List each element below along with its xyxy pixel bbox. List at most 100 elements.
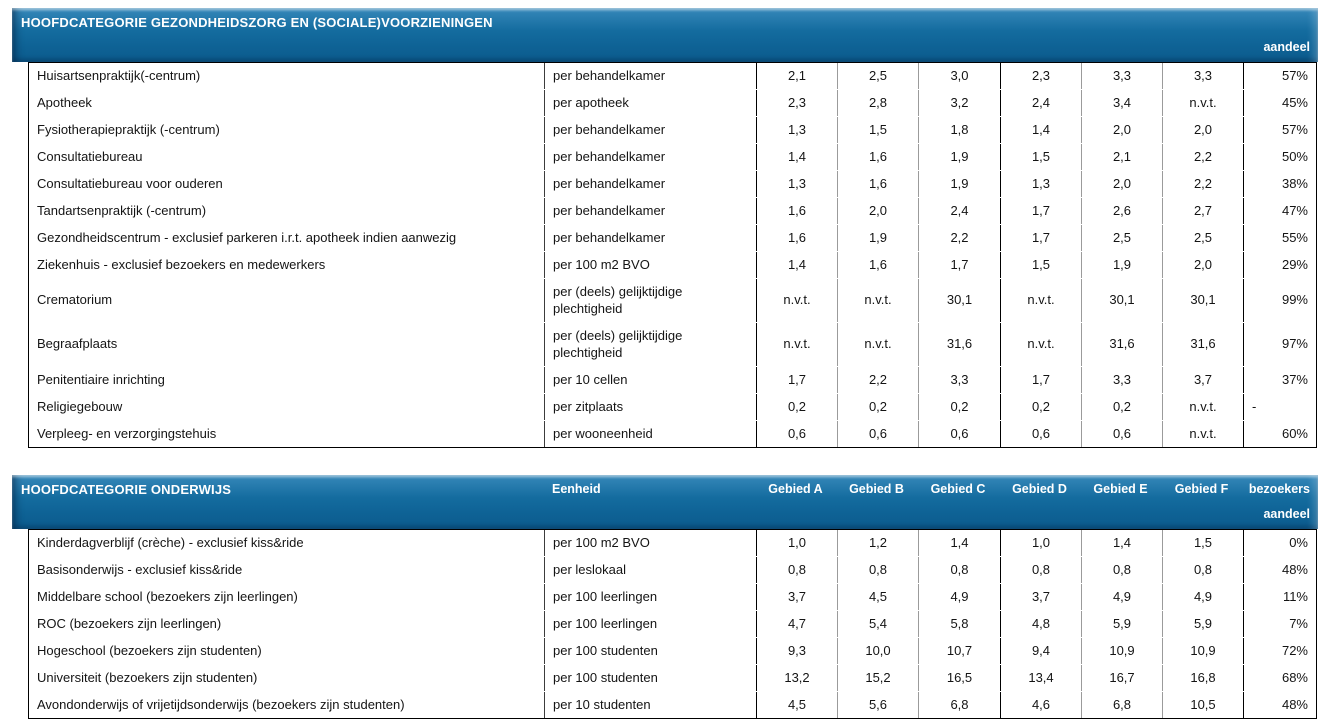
col-header-gebied-c: Gebied C [930, 482, 986, 496]
row-unit: per 10 studenten [544, 692, 756, 718]
value-cell: 4,5 [756, 692, 837, 718]
value-cell: 0,8 [756, 557, 837, 583]
value-cell: n.v.t. [1162, 421, 1243, 447]
value-cell: 2,3 [1000, 63, 1081, 89]
row-unit: per 100 studenten [544, 665, 756, 691]
share-cell: 29% [1243, 252, 1316, 278]
value-cell: 0,8 [837, 557, 918, 583]
value-cell: 5,9 [1162, 611, 1243, 637]
value-cell: 1,4 [1081, 530, 1162, 556]
row-unit: per behandelkamer [544, 63, 756, 89]
col-header-bezoekers: bezoekers [1248, 482, 1310, 496]
value-cell: 16,8 [1162, 665, 1243, 691]
value-cell: 9,3 [756, 638, 837, 664]
row-unit: per 100 leerlingen [544, 611, 756, 637]
value-cell: 1,6 [756, 225, 837, 251]
table1-header-grid: HOOFDCATEGORIE GEZONDHEIDSZORG EN (SOCIA… [12, 8, 1318, 55]
row-name: Avondonderwijs of vrijetijdsonderwijs (b… [29, 692, 544, 718]
row-unit: per 100 leerlingen [544, 584, 756, 610]
row-name: Crematorium [29, 279, 544, 322]
value-cell: n.v.t. [756, 323, 837, 366]
share-cell: 47% [1243, 198, 1316, 224]
value-cell: 2,0 [1162, 252, 1243, 278]
value-cell: n.v.t. [1162, 90, 1243, 116]
value-cell: 5,6 [837, 692, 918, 718]
share-cell: 60% [1243, 421, 1316, 447]
value-cell: 2,5 [1081, 225, 1162, 251]
value-cell: 3,3 [1081, 63, 1162, 89]
value-cell: 1,6 [837, 171, 918, 197]
table2-header-grid: HOOFDCATEGORIE ONDERWIJS Eenheid Gebied … [12, 475, 1318, 522]
col-header-gebied-b: Gebied B [849, 482, 904, 496]
value-cell: 1,7 [1000, 225, 1081, 251]
value-cell: 1,3 [1000, 171, 1081, 197]
value-cell: 1,5 [1162, 530, 1243, 556]
value-cell: 0,6 [918, 421, 1000, 447]
value-cell: 2,2 [1162, 171, 1243, 197]
value-cell: 1,8 [918, 117, 1000, 143]
value-cell: 1,5 [1000, 144, 1081, 170]
value-cell: 4,5 [837, 584, 918, 610]
value-cell: 1,0 [756, 530, 837, 556]
value-cell: 0,6 [1081, 421, 1162, 447]
row-name: Penitentiaire inrichting [29, 367, 544, 393]
row-unit: per (deels) gelijktijdige plechtigheid [544, 279, 756, 322]
value-cell: 4,9 [1081, 584, 1162, 610]
value-cell: 31,6 [1162, 323, 1243, 366]
value-cell: 1,6 [837, 144, 918, 170]
value-cell: 4,9 [1162, 584, 1243, 610]
row-unit: per leslokaal [544, 557, 756, 583]
value-cell: 30,1 [1081, 279, 1162, 322]
value-cell: 1,5 [1000, 252, 1081, 278]
row-name: Middelbare school (bezoekers zijn leerli… [29, 584, 544, 610]
value-cell: 9,4 [1000, 638, 1081, 664]
row-name: Fysiotherapiepraktijk (-centrum) [29, 117, 544, 143]
value-cell: 10,5 [1162, 692, 1243, 718]
value-cell: 0,6 [1000, 421, 1081, 447]
value-cell: 4,9 [918, 584, 1000, 610]
value-cell: 3,4 [1081, 90, 1162, 116]
row-name: Religiegebouw [29, 394, 544, 420]
row-unit: per behandelkamer [544, 198, 756, 224]
value-cell: 0,2 [1081, 394, 1162, 420]
row-unit: per 100 studenten [544, 638, 756, 664]
share-cell: 72% [1243, 638, 1316, 664]
row-unit: per (deels) gelijktijdige plechtigheid [544, 323, 756, 366]
table1-share-header: aandeel [1263, 40, 1310, 54]
value-cell: 0,2 [1000, 394, 1081, 420]
col-header-gebied-f: Gebied F [1174, 482, 1229, 496]
share-cell: 57% [1243, 117, 1316, 143]
row-name: ROC (bezoekers zijn leerlingen) [29, 611, 544, 637]
share-cell: 0% [1243, 530, 1316, 556]
share-cell: 48% [1243, 557, 1316, 583]
value-cell: 0,8 [1000, 557, 1081, 583]
education-table-body: Kinderdagverblijf (crèche) - exclusief k… [28, 529, 1317, 719]
value-cell: 1,9 [918, 171, 1000, 197]
value-cell: 15,2 [837, 665, 918, 691]
value-cell: 30,1 [918, 279, 1000, 322]
table1-title: HOOFDCATEGORIE GEZONDHEIDSZORG EN (SOCIA… [21, 15, 493, 30]
value-cell: 0,2 [756, 394, 837, 420]
row-name: Consultatiebureau [29, 144, 544, 170]
value-cell: 1,4 [1000, 117, 1081, 143]
value-cell: 1,2 [837, 530, 918, 556]
value-cell: 3,3 [1081, 367, 1162, 393]
row-name: Begraafplaats [29, 323, 544, 366]
value-cell: 1,7 [918, 252, 1000, 278]
value-cell: 0,6 [756, 421, 837, 447]
share-cell: 55% [1243, 225, 1316, 251]
value-cell: 2,2 [918, 225, 1000, 251]
value-cell: 1,7 [1000, 198, 1081, 224]
value-cell: 2,0 [837, 198, 918, 224]
table2-header-bar: HOOFDCATEGORIE ONDERWIJS Eenheid Gebied … [12, 475, 1318, 529]
table1-header-bar: HOOFDCATEGORIE GEZONDHEIDSZORG EN (SOCIA… [12, 8, 1318, 62]
col-header-eenheid: Eenheid [552, 482, 601, 496]
value-cell: 0,2 [918, 394, 1000, 420]
value-cell: 31,6 [918, 323, 1000, 366]
row-unit: per 100 m2 BVO [544, 252, 756, 278]
value-cell: 3,3 [918, 367, 1000, 393]
value-cell: 3,0 [918, 63, 1000, 89]
value-cell: 6,8 [1081, 692, 1162, 718]
value-cell: 0,2 [837, 394, 918, 420]
